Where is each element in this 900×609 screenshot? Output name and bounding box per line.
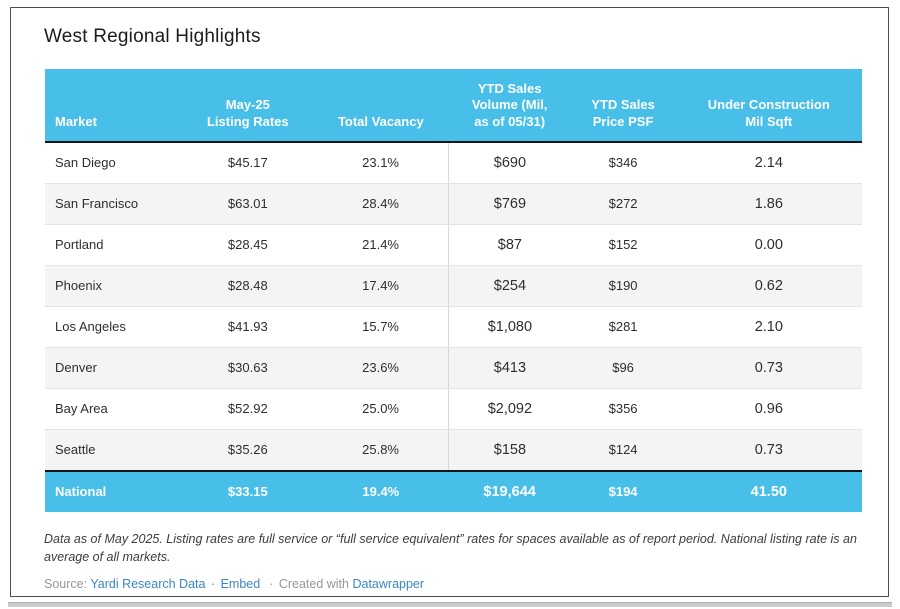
table-header: Market May-25 Listing Rates Total Vacanc…: [45, 69, 862, 143]
cell-under-construction: 2.10: [675, 306, 862, 348]
column-header-total-vacancy: Total Vacancy: [312, 69, 449, 143]
cell-listing-rate: $45.17: [182, 141, 313, 184]
cell-market: National: [45, 469, 183, 512]
source-link-datawrapper[interactable]: Datawrapper: [352, 577, 425, 591]
cell-sales-price: $356: [570, 388, 676, 430]
source-line: Source: Yardi Research Data · Embed · Cr…: [44, 577, 860, 591]
embed-frame: West Regional Highlights Market May-25 L…: [10, 7, 889, 597]
cell-sales-price: $124: [570, 429, 676, 472]
cell-sales-volume: $254: [448, 265, 571, 307]
cell-sales-volume: $158: [448, 429, 571, 472]
cell-under-construction: 1.86: [675, 183, 862, 225]
cell-under-construction: 0.73: [675, 429, 862, 472]
column-header-ytd-sales-price: YTD Sales Price PSF: [570, 69, 676, 143]
cell-sales-price: $194: [570, 469, 676, 512]
cell-under-construction: 41.50: [675, 469, 862, 512]
table-row: Seattle $35.26 25.8% $158 $124 0.73: [45, 429, 862, 472]
cell-listing-rate: $35.26: [182, 429, 313, 472]
source-separator: ·: [269, 577, 274, 591]
created-with-label: Created with: [278, 577, 349, 591]
regional-highlights-table: Market May-25 Listing Rates Total Vacanc…: [45, 69, 862, 512]
cell-listing-rate: $30.63: [182, 347, 313, 389]
table-row: San Diego $45.17 23.1% $690 $346 2.14: [45, 141, 862, 184]
cell-sales-price: $190: [570, 265, 676, 307]
footnote: Data as of May 2025. Listing rates are f…: [44, 531, 857, 564]
cell-sales-volume: $19,644: [448, 469, 571, 512]
cell-market: Seattle: [45, 429, 183, 472]
cell-market: San Diego: [45, 141, 183, 184]
table-row: Los Angeles $41.93 15.7% $1,080 $281 2.1…: [45, 306, 862, 348]
page-title: West Regional Highlights: [44, 26, 261, 47]
column-header-listing-rates: May-25 Listing Rates: [182, 69, 313, 143]
table-row: Phoenix $28.48 17.4% $254 $190 0.62: [45, 265, 862, 307]
source-separator: ·: [210, 577, 216, 591]
cell-sales-price: $346: [570, 141, 676, 184]
cell-listing-rate: $28.48: [182, 265, 313, 307]
cell-vacancy: 28.4%: [312, 183, 449, 225]
table-row: Bay Area $52.92 25.0% $2,092 $356 0.96: [45, 388, 862, 430]
cell-sales-price: $281: [570, 306, 676, 348]
source-link-embed[interactable]: Embed: [220, 577, 261, 591]
table-row: Portland $28.45 21.4% $87 $152 0.00: [45, 224, 862, 266]
source-label: Source:: [44, 577, 88, 591]
cell-sales-volume: $690: [448, 141, 571, 184]
cell-vacancy: 19.4%: [312, 469, 449, 512]
header-row: Market May-25 Listing Rates Total Vacanc…: [45, 69, 862, 143]
table-body: San Diego $45.17 23.1% $690 $346 2.14 Sa…: [45, 141, 862, 512]
table-row-national-summary: National $33.15 19.4% $19,644 $194 41.50: [45, 469, 862, 512]
cell-sales-volume: $87: [448, 224, 571, 266]
source-link-yardi[interactable]: Yardi Research Data: [90, 577, 206, 591]
cell-market: Denver: [45, 347, 183, 389]
cell-market: Portland: [45, 224, 183, 266]
cell-sales-volume: $769: [448, 183, 571, 225]
cell-market: San Francisco: [45, 183, 183, 225]
cell-listing-rate: $41.93: [182, 306, 313, 348]
cell-sales-volume: $2,092: [448, 388, 571, 430]
cell-vacancy: 25.8%: [312, 429, 449, 472]
column-header-under-construction: Under Construction Mil Sqft: [675, 69, 862, 143]
column-header-ytd-sales-volume: YTD Sales Volume (Mil, as of 05/31): [448, 69, 571, 143]
cell-sales-price: $272: [570, 183, 676, 225]
cell-market: Phoenix: [45, 265, 183, 307]
cell-sales-volume: $413: [448, 347, 571, 389]
cell-under-construction: 0.73: [675, 347, 862, 389]
cell-sales-price: $152: [570, 224, 676, 266]
cell-market: Los Angeles: [45, 306, 183, 348]
cell-under-construction: 2.14: [675, 141, 862, 184]
cell-under-construction: 0.00: [675, 224, 862, 266]
cell-listing-rate: $63.01: [182, 183, 313, 225]
cell-vacancy: 23.1%: [312, 141, 449, 184]
cell-listing-rate: $28.45: [182, 224, 313, 266]
table-row: Denver $30.63 23.6% $413 $96 0.73: [45, 347, 862, 389]
cell-listing-rate: $52.92: [182, 388, 313, 430]
cell-vacancy: 21.4%: [312, 224, 449, 266]
cell-listing-rate: $33.15: [182, 469, 313, 512]
cell-vacancy: 17.4%: [312, 265, 449, 307]
table-row: San Francisco $63.01 28.4% $769 $272 1.8…: [45, 183, 862, 225]
cell-sales-price: $96: [570, 347, 676, 389]
cell-vacancy: 23.6%: [312, 347, 449, 389]
cell-vacancy: 25.0%: [312, 388, 449, 430]
cell-under-construction: 0.62: [675, 265, 862, 307]
column-header-market: Market: [45, 69, 183, 143]
horizontal-scrollbar[interactable]: [8, 602, 892, 607]
cell-vacancy: 15.7%: [312, 306, 449, 348]
cell-sales-volume: $1,080: [448, 306, 571, 348]
cell-market: Bay Area: [45, 388, 183, 430]
cell-under-construction: 0.96: [675, 388, 862, 430]
